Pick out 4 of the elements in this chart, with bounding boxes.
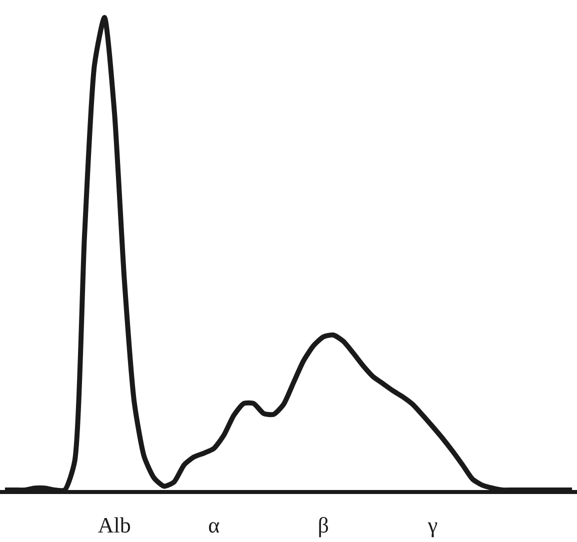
x-tick-label: Alb [98, 512, 131, 538]
x-tick-label: γ [426, 512, 438, 538]
x-tick-label: β [318, 512, 329, 538]
x-tick-label: α [208, 512, 220, 538]
